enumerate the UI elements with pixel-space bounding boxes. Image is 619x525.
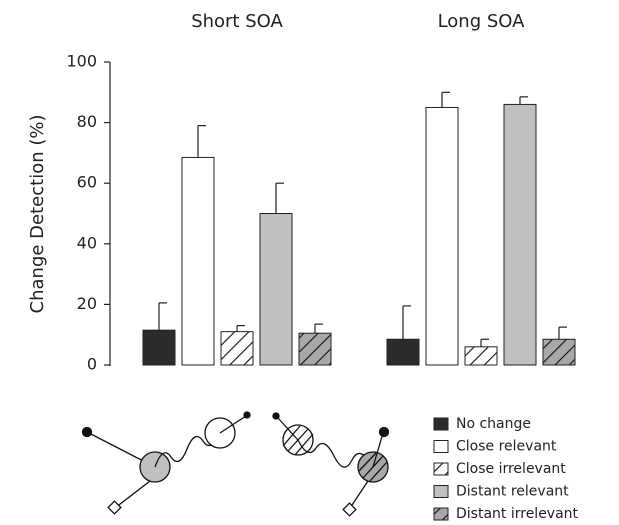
bar (504, 104, 536, 365)
y-tick-label: 80 (77, 112, 97, 131)
y-tick-label: 60 (77, 173, 97, 192)
bar (143, 330, 175, 365)
legend-swatch (434, 441, 448, 453)
diagram (83, 412, 389, 516)
legend-swatch (434, 508, 448, 520)
legend-label: Distant irrelevant (456, 506, 579, 522)
bar (465, 347, 497, 365)
legend-swatch (434, 486, 448, 498)
y-tick-label: 100 (66, 52, 97, 71)
legend-label: Close relevant (456, 439, 557, 455)
bar (543, 339, 575, 365)
group-label: Short SOA (191, 11, 283, 32)
y-tick-label: 20 (77, 294, 97, 313)
bar (221, 332, 253, 365)
legend-label: Distant relevant (456, 484, 569, 500)
bar (260, 214, 292, 366)
legend-swatch (434, 418, 448, 430)
bar (426, 107, 458, 365)
bar (182, 157, 214, 365)
y-tick-label: 40 (77, 233, 97, 252)
bar (387, 339, 419, 365)
legend-swatch (434, 463, 448, 475)
bar (299, 333, 331, 365)
legend-label: Close irrelevant (456, 461, 566, 477)
group-label: Long SOA (438, 11, 526, 32)
legend-label: No change (456, 416, 531, 432)
y-tick-label: 0 (87, 355, 97, 374)
chart: Change Detection (%) 0 20 40 60 80 100 Short S… (0, 0, 619, 525)
y-axis-label: Change Detection (%) (27, 115, 48, 314)
